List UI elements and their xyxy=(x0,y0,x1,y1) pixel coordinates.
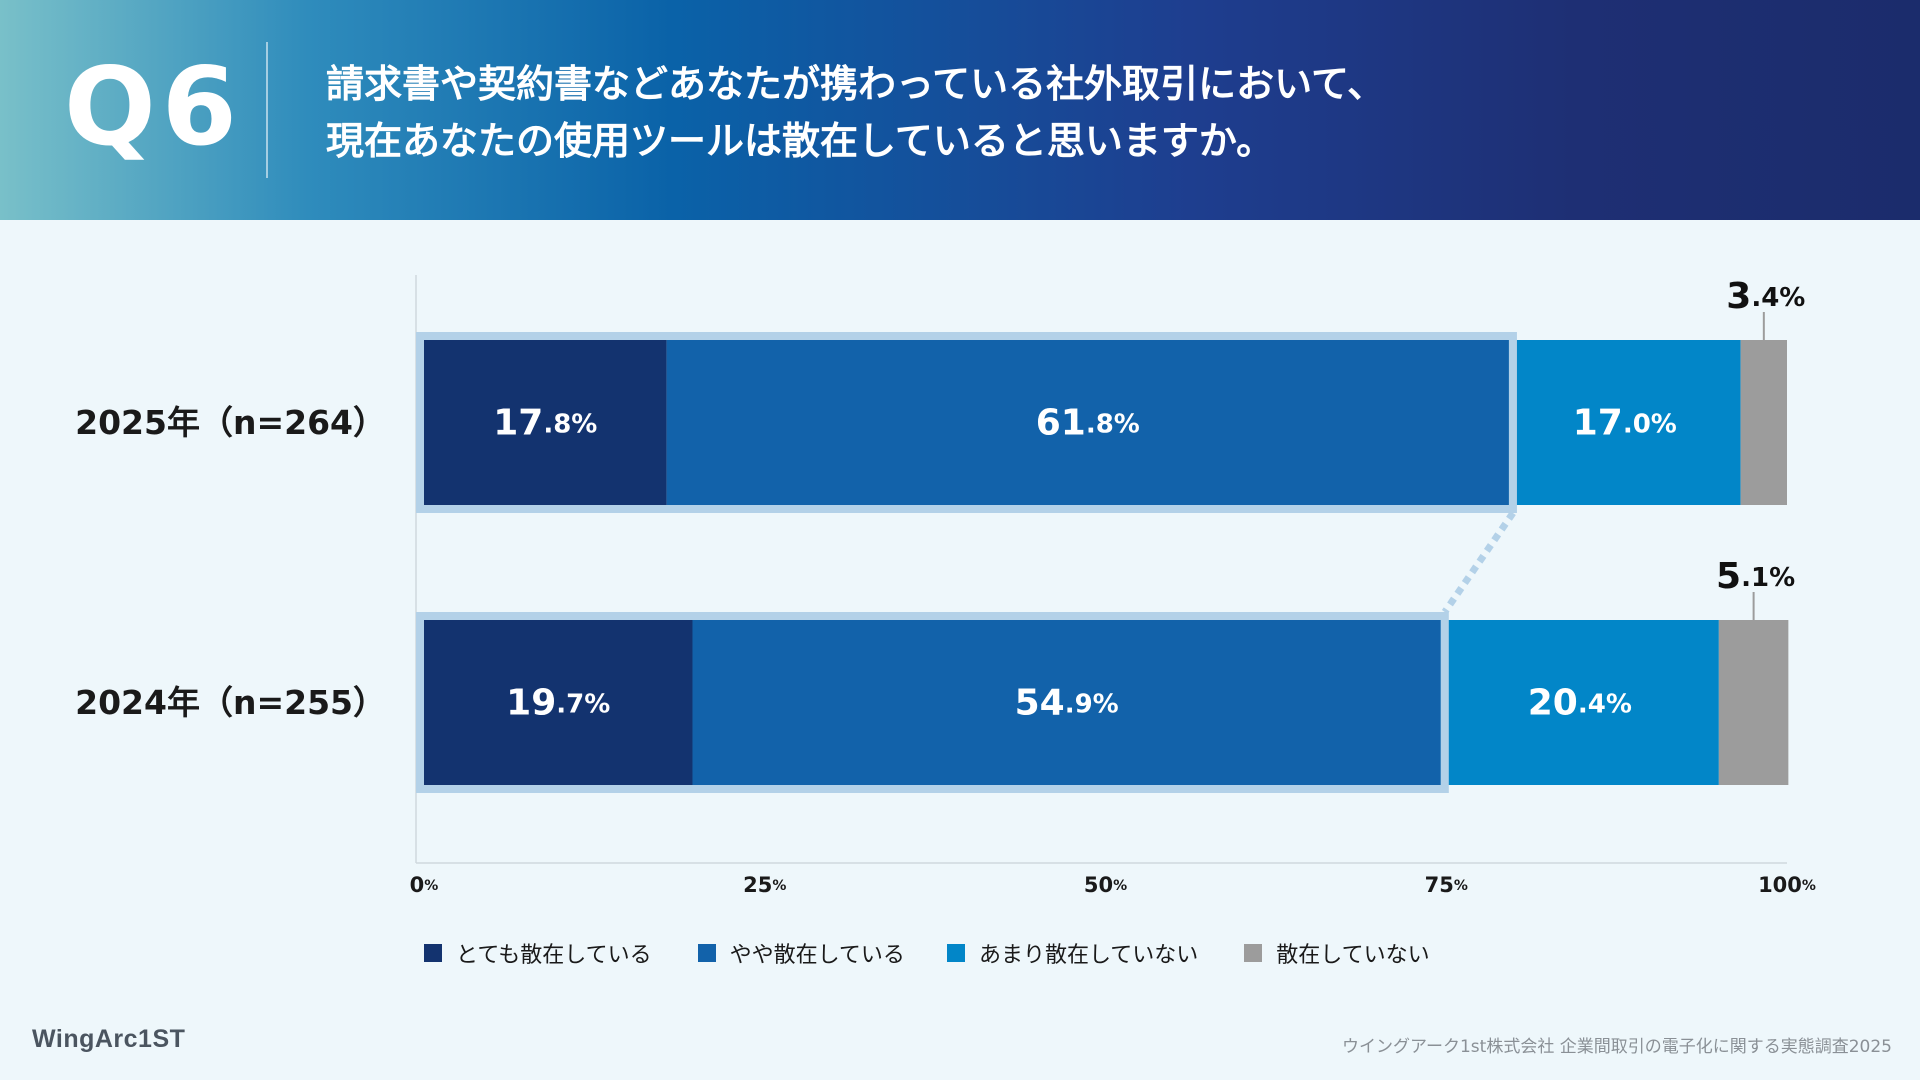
question-text: 請求書や契約書などあなたが携わっている社外取引において、 現在あなたの使用ツール… xyxy=(326,56,1886,170)
wingarc-logo: WingArc1ST xyxy=(32,1025,186,1053)
data-label: 17.8% xyxy=(493,403,597,444)
highlight-frame xyxy=(416,332,1517,513)
tick-unit: % xyxy=(1454,878,1468,894)
x-tick-label: 0% xyxy=(410,873,439,897)
legend-item-very-scattered: とても散在している xyxy=(424,937,652,969)
bar-segment xyxy=(666,340,1509,505)
bar-segment xyxy=(424,340,667,505)
question-line-1: 請求書や契約書などあなたが携わっている社外取引において、 xyxy=(326,62,1386,106)
x-tick-label: 75% xyxy=(1425,873,1468,897)
tick-number: 0 xyxy=(410,873,425,897)
data-label-major: 17 xyxy=(1573,403,1623,444)
data-label: 54.9% xyxy=(1015,683,1119,724)
legend-label: とても散在している xyxy=(456,943,652,968)
highlight-connector xyxy=(1441,511,1516,614)
data-label-minor: .9% xyxy=(1065,689,1119,719)
data-label: 5.1% xyxy=(1716,556,1795,597)
tick-unit: % xyxy=(424,878,438,894)
category-label: 2024年（n=255） xyxy=(75,683,386,722)
source-note: ウイングアーク1st株式会社 企業間取引の電子化に関する実態調査2025 xyxy=(1342,1037,1892,1057)
tick-unit: % xyxy=(772,878,786,894)
data-label-major: 61 xyxy=(1036,403,1086,444)
data-label-minor: .4% xyxy=(1578,689,1632,719)
tick-number: 75 xyxy=(1425,873,1454,897)
data-label-minor: .8% xyxy=(1086,409,1140,439)
chart-legend: とても散在している やや散在している あまり散在していない 散在していない xyxy=(424,938,1476,968)
tick-number: 100 xyxy=(1758,873,1802,897)
data-label-minor: .1% xyxy=(1741,563,1795,593)
bar-segment xyxy=(1440,620,1719,785)
legend-label: やや散在している xyxy=(729,943,905,968)
legend-swatch xyxy=(424,944,442,962)
tick-number: 50 xyxy=(1084,873,1113,897)
legend-item-somewhat-scattered: やや散在している xyxy=(697,937,905,969)
data-label-major: 3 xyxy=(1726,276,1751,317)
bar-segment xyxy=(1508,340,1741,505)
bar-segment xyxy=(692,620,1441,785)
data-label-minor: .7% xyxy=(556,689,610,719)
tick-unit: % xyxy=(1113,878,1127,894)
data-label: 17.0% xyxy=(1573,403,1677,444)
data-label-major: 54 xyxy=(1015,683,1065,724)
bar-segment xyxy=(1740,340,1787,505)
x-tick-label: 25% xyxy=(743,873,786,897)
x-tick-label: 100% xyxy=(1758,873,1816,897)
data-label-major: 20 xyxy=(1528,683,1578,724)
legend-item-not-scattered: 散在していない xyxy=(1244,937,1430,969)
data-label-minor: .8% xyxy=(543,409,597,439)
category-label: 2025年（n=264） xyxy=(75,403,386,442)
data-label-major: 17 xyxy=(493,403,543,444)
data-label: 20.4% xyxy=(1528,683,1632,724)
question-number: Q6 xyxy=(64,45,243,170)
legend-label: あまり散在していない xyxy=(978,943,1199,968)
data-label: 19.7% xyxy=(506,683,610,724)
x-tick-label: 50% xyxy=(1084,873,1127,897)
tick-number: 25 xyxy=(743,873,772,897)
data-label: 61.8% xyxy=(1036,403,1140,444)
highlight-frame xyxy=(416,612,1449,793)
header-divider xyxy=(266,42,268,178)
data-label-minor: .4% xyxy=(1751,283,1805,313)
legend-swatch xyxy=(946,944,965,962)
legend-item-not-very-scattered: あまり散在していない xyxy=(946,937,1199,969)
data-label-major: 5 xyxy=(1716,556,1741,597)
data-label-minor: .0% xyxy=(1623,409,1677,439)
bar-segment xyxy=(1718,620,1789,785)
tick-unit: % xyxy=(1802,878,1816,894)
legend-swatch xyxy=(697,944,716,962)
question-line-2: 現在あなたの使用ツールは散在していると思いますか。 xyxy=(326,119,1275,163)
bar-segment xyxy=(424,620,693,785)
header-banner: Q6 請求書や契約書などあなたが携わっている社外取引において、 現在あなたの使用… xyxy=(0,0,1920,220)
data-label-major: 19 xyxy=(506,683,556,724)
legend-label: 散在していない xyxy=(1276,943,1430,968)
legend-swatch xyxy=(1244,944,1263,962)
data-label: 3.4% xyxy=(1726,276,1805,317)
